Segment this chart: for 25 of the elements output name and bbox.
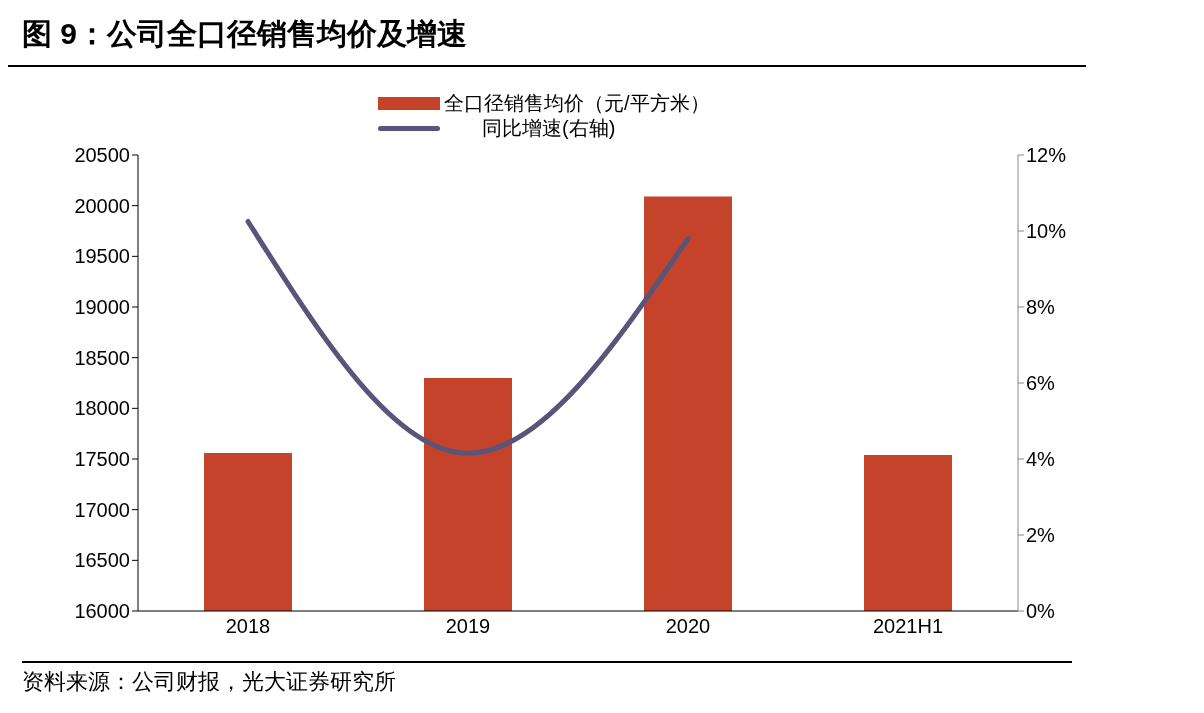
y-tick-label: 16500 — [74, 549, 130, 572]
x-tick-label: 2020 — [665, 615, 711, 638]
y-tick-label: 17000 — [74, 498, 130, 521]
x-tick-label: 2019 — [445, 615, 491, 638]
text: 资料来源：公司财报，光大证券研究所 — [22, 668, 397, 696]
y2-tick-label: 2% — [1026, 524, 1056, 547]
x-tick-label: 2021H1 — [872, 615, 944, 638]
y-tick-label: 17500 — [74, 448, 130, 471]
legend-label: 全口径销售均价（元/平方米） — [444, 91, 710, 116]
legend-label: 同比增速(右轴) — [482, 116, 616, 141]
y2-tick-label: 10% — [1026, 220, 1067, 243]
y-tick-label: 20500 — [74, 144, 130, 167]
y-tick-label: 18000 — [74, 397, 130, 420]
y2-tick-label: 0% — [1026, 600, 1056, 623]
y2-tick-label: 4% — [1026, 448, 1056, 471]
y-tick-label: 16000 — [74, 600, 130, 623]
chart-title: 图 9：公司全口径销售均价及增速 — [8, 8, 1086, 67]
y-tick-label: 19000 — [74, 296, 130, 319]
y2-tick-label: 12% — [1026, 144, 1067, 167]
y2-tick-label: 8% — [1026, 296, 1056, 319]
y-tick-label: 20000 — [74, 194, 130, 217]
y2-tick-label: 6% — [1026, 372, 1056, 395]
x-tick-label: 2018 — [225, 615, 271, 638]
y-tick-label: 19500 — [74, 245, 130, 268]
y-tick-label: 18500 — [74, 346, 130, 369]
